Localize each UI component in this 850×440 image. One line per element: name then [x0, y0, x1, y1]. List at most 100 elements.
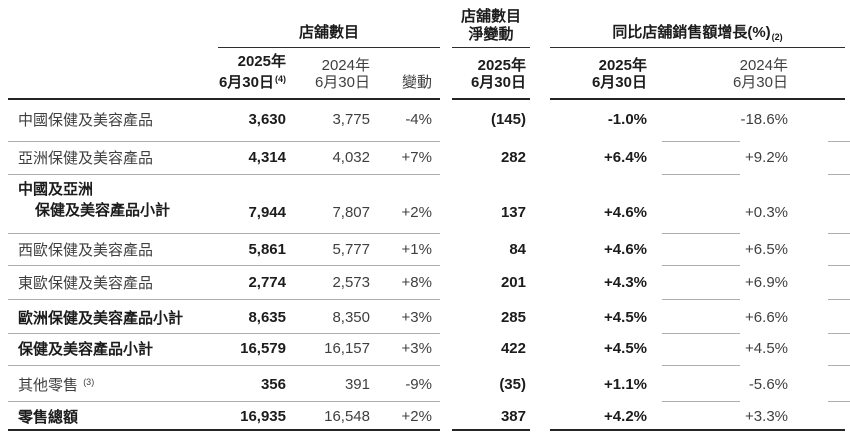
row-label: 東歐保健及美容產品	[18, 275, 154, 292]
table-row-eastern-europe-hbc: 東歐保健及美容產品 2,774 2,573 +8% 201 +4.3% +6.9…	[8, 262, 850, 296]
sss-growth-2025: +1.1%	[604, 376, 647, 393]
group-header-label: 店舖數目	[298, 24, 359, 41]
stores-2025: 2,774	[248, 274, 286, 291]
col-header-line: 6月30日	[470, 73, 526, 91]
stores-2024: 391	[344, 376, 370, 393]
change-pct: -4%	[405, 110, 432, 128]
row-separator	[828, 365, 850, 366]
row-separator	[8, 333, 440, 334]
row-separator	[662, 265, 740, 266]
group-header-label: 淨變動	[468, 26, 514, 43]
stores-2025: 7,944	[248, 204, 286, 221]
row-separator	[8, 140, 440, 142]
table-row-china-asia-subtotal: 中國及亞洲 保健及美容產品小計 7,944 7,807 +2% 137 +4.6…	[8, 170, 850, 230]
sss-growth-2024: -18.6%	[740, 110, 788, 128]
change-pct: +7%	[401, 148, 432, 166]
col-header-line: 6月30日	[314, 73, 370, 91]
row-separator	[828, 174, 850, 175]
row-separator	[8, 174, 440, 175]
stores-2025: 4,314	[248, 148, 286, 166]
col-header-date: 6月30日	[218, 73, 274, 91]
stores-2024: 8,350	[332, 308, 370, 326]
col-header-line: 6月30日	[591, 73, 647, 91]
change-pct: +8%	[401, 274, 432, 291]
col-header-line: 6月30日	[732, 73, 788, 91]
sss-growth-2024: +6.5%	[745, 240, 788, 258]
rule-segment	[8, 429, 440, 431]
row-label: 其他零售 (3)	[8, 374, 218, 395]
stores-2025: 16,935	[240, 408, 286, 425]
table-row-hbc-subtotal: 保健及美容產品小計 16,579 16,157 +3% 422 +4.5% +4…	[8, 331, 850, 361]
stores-2024: 4,032	[332, 148, 370, 166]
row-label: 中國保健及美容產品	[18, 111, 154, 129]
table-column-header-row: 2025年 6月30日(4) 2024年 6月30日 變動 2025年 6月30…	[8, 48, 845, 98]
table-row-retail-total: 零售總額 16,935 16,548 +2% 387 +4.2% +3.3%	[8, 399, 850, 429]
header-rule	[8, 98, 845, 100]
sss-growth-2025: -1.0%	[607, 110, 647, 128]
row-label: 零售總額	[18, 409, 79, 426]
sss-growth-2024: +3.3%	[745, 408, 788, 425]
row-label: 亞洲保健及美容產品	[18, 149, 154, 167]
row-separator	[828, 333, 850, 334]
rule-segment	[452, 429, 530, 431]
sss-growth-2024: +6.9%	[745, 274, 788, 291]
row-separator	[8, 232, 440, 234]
row-separator	[662, 365, 740, 366]
row-separator	[662, 140, 740, 142]
stores-2024: 3,775	[332, 110, 370, 128]
sss-growth-2025: +6.4%	[604, 148, 647, 166]
col-header-sss-2024: 2024年 6月30日	[647, 48, 845, 98]
rule-segment	[452, 98, 530, 100]
table-row-other-retail: 其他零售 (3) 356 391 -9% (35) +1.1% -5.6%	[8, 361, 850, 399]
stores-2024: 16,157	[324, 340, 370, 357]
sss-growth-2025: +4.5%	[604, 340, 647, 357]
net-change-2025: 282	[500, 148, 526, 166]
col-header-stores-2024: 2024年 6月30日	[286, 48, 370, 98]
sss-growth-2024: +6.6%	[745, 308, 788, 326]
row-label: 西歐保健及美容產品	[18, 241, 154, 259]
footnote-marker: (2)	[771, 32, 783, 42]
stores-2024: 7,807	[332, 204, 370, 221]
table-row-europe-subtotal: 歐洲保健及美容產品小計 8,635 8,350 +3% 285 +4.5% +6…	[8, 296, 850, 331]
stores-2025: 356	[260, 376, 286, 393]
net-change-2025: 84	[509, 240, 526, 258]
net-change-2025: 201	[500, 274, 526, 291]
col-header-line: 2025年	[598, 57, 647, 74]
col-header-sss-2025: 2025年 6月30日	[550, 48, 647, 98]
store-performance-table: 店舖數目 店舖數目 淨變動 同比店舖銷售額增長(%) (2) 2025年 6月30…	[8, 0, 850, 431]
table-bottom-rule	[8, 429, 845, 431]
group-header-store-count: 店舖數目	[218, 0, 440, 48]
sss-growth-2025: +4.6%	[604, 204, 647, 221]
row-separator	[662, 174, 740, 175]
row-label: 歐洲保健及美容產品小計	[18, 309, 184, 327]
col-header-line: 2025年	[237, 53, 286, 70]
stores-2024: 5,777	[332, 240, 370, 258]
row-separator	[8, 265, 440, 266]
table-group-header-row: 店舖數目 店舖數目 淨變動 同比店舖銷售額增長(%) (2)	[8, 0, 845, 48]
row-separator	[8, 365, 440, 366]
col-header-line: 2024年	[739, 57, 788, 74]
net-change-2025: (35)	[499, 376, 526, 393]
col-header-net-change-2025: 2025年 6月30日	[452, 48, 530, 98]
group-header-label: 店舖數目	[460, 8, 521, 25]
row-label-text: 其他零售	[18, 377, 79, 394]
net-change-2025: 422	[500, 340, 526, 357]
row-separator	[662, 299, 740, 301]
sss-growth-2024: +9.2%	[745, 148, 788, 166]
sss-growth-2025: +4.3%	[604, 274, 647, 291]
row-separator	[828, 299, 850, 301]
sss-growth-2024: +0.3%	[745, 204, 788, 221]
net-change-2025: 387	[500, 408, 526, 425]
net-change-2025: 137	[500, 204, 526, 221]
table-row-china-hbc: 中國保健及美容產品 3,630 3,775 -4% (145) -1.0% -1…	[8, 100, 845, 138]
col-header-line: 2024年	[321, 57, 370, 74]
stores-2025: 8,635	[248, 308, 286, 326]
row-separator	[662, 401, 740, 402]
stores-2024: 16,548	[324, 408, 370, 425]
row-separator	[8, 401, 440, 402]
col-header-line: 2025年	[477, 57, 526, 74]
stores-2025: 16,579	[240, 340, 286, 357]
row-separator	[8, 299, 440, 301]
footnote-marker: (3)	[83, 377, 95, 387]
